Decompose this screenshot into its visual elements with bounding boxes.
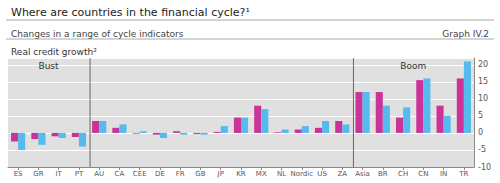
svg-text:10: 10 (478, 94, 488, 103)
svg-text:Boom: Boom (400, 61, 426, 71)
svg-text:Graph IV.2: Graph IV.2 (442, 29, 489, 39)
svg-text:JP: JP (217, 170, 224, 178)
svg-text:Nordic: Nordic (291, 170, 314, 178)
svg-text:Where are countries in the fin: Where are countries in the financial cyc… (11, 6, 250, 19)
svg-text:IT: IT (55, 170, 62, 178)
svg-text:-10: -10 (478, 163, 491, 172)
svg-text:20: 20 (478, 60, 488, 69)
svg-text:FR: FR (176, 170, 185, 178)
svg-text:15: 15 (478, 77, 488, 86)
svg-text:0: 0 (478, 128, 483, 137)
svg-text:5: 5 (478, 111, 483, 120)
svg-text:CA: CA (115, 170, 125, 178)
svg-text:Asia: Asia (355, 170, 370, 178)
svg-text:CH: CH (398, 170, 408, 178)
svg-text:DE: DE (155, 170, 165, 178)
svg-text:MX: MX (256, 170, 267, 178)
svg-text:NL: NL (277, 170, 286, 178)
svg-text:CEE: CEE (133, 170, 147, 178)
svg-text:IN: IN (440, 170, 447, 178)
svg-text:KR: KR (236, 170, 246, 178)
svg-text:GB: GB (195, 170, 205, 178)
svg-text:PT: PT (75, 170, 84, 178)
svg-text:Real credit growth²: Real credit growth² (11, 47, 97, 57)
svg-text:ES: ES (14, 170, 23, 178)
svg-text:Changes in a range of cycle in: Changes in a range of cycle indicators (11, 29, 184, 39)
svg-text:CN: CN (418, 170, 428, 178)
svg-text:ZA: ZA (338, 170, 348, 178)
svg-text:US: US (317, 170, 327, 178)
svg-text:Bust: Bust (38, 61, 59, 71)
svg-text:-5: -5 (478, 145, 486, 154)
svg-text:AU: AU (94, 170, 104, 178)
svg-text:TR: TR (458, 170, 468, 178)
svg-text:GR: GR (33, 170, 43, 178)
svg-text:BR: BR (378, 170, 388, 178)
